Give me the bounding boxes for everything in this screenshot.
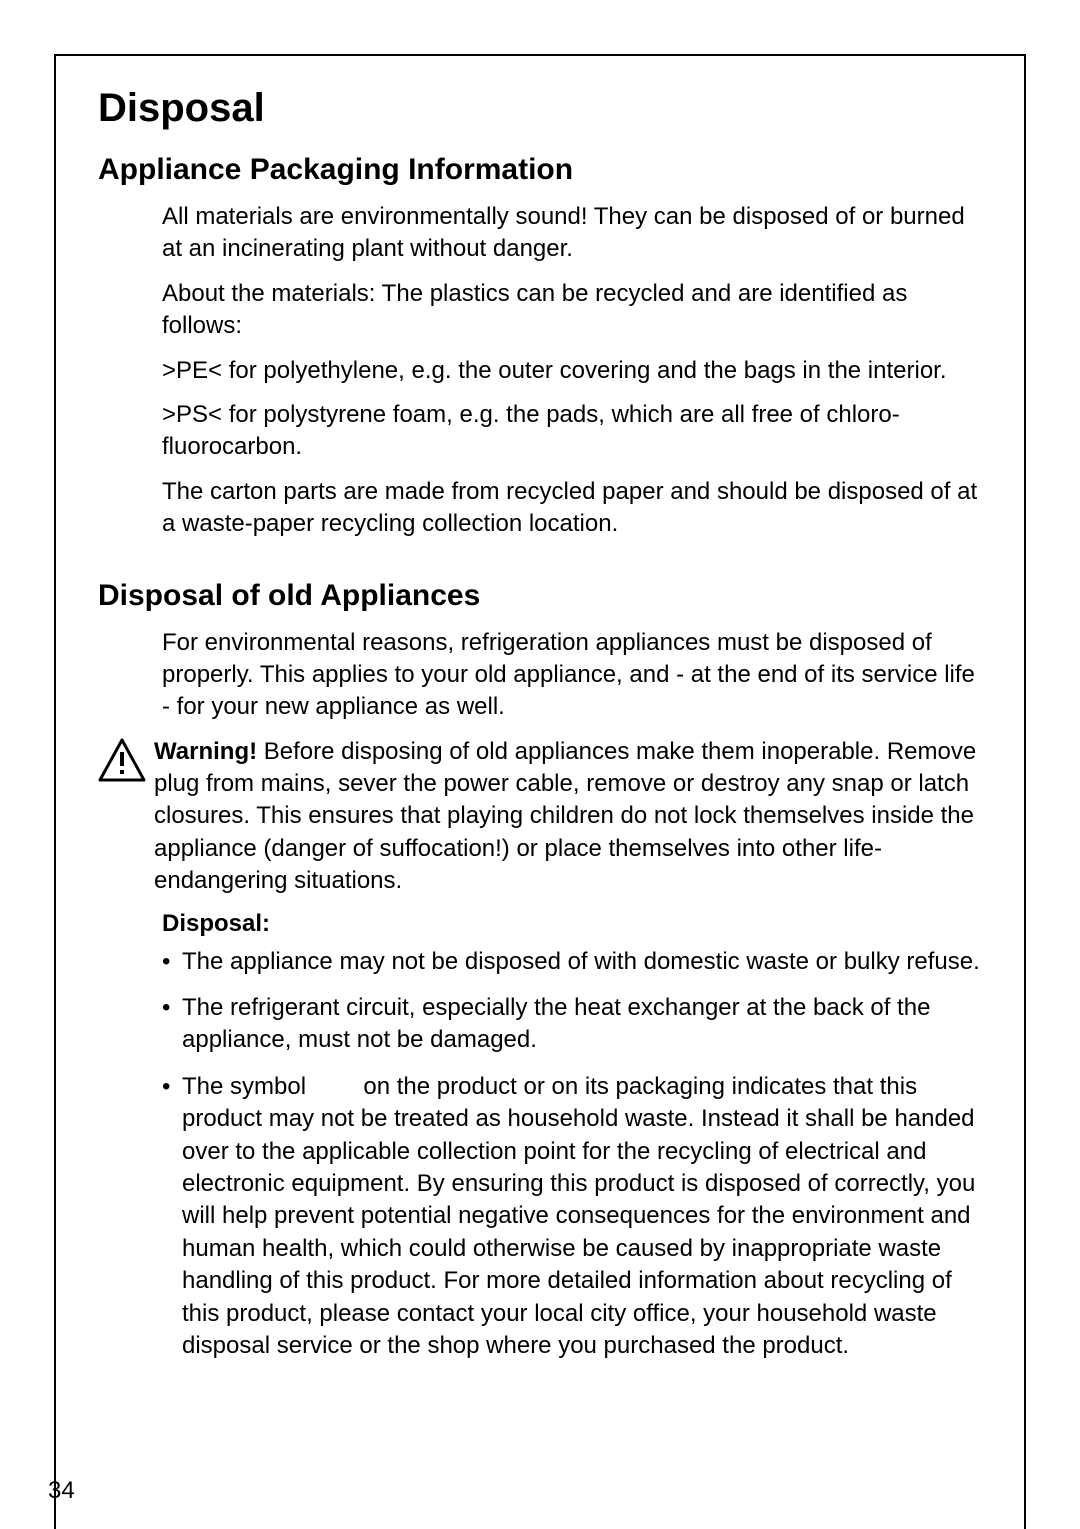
disposal-subhead: Disposal: <box>162 910 980 938</box>
list-item: The appliance may not be disposed of wit… <box>162 946 980 978</box>
warning-block: Warning! Before disposing of old applian… <box>100 736 980 904</box>
list-item: The refrigerant circuit, especially the … <box>162 992 980 1057</box>
section1-body: All materials are environmentally sound!… <box>162 201 980 541</box>
section2-p1: For environmental reasons, refrigeration… <box>162 627 980 724</box>
page-frame: Disposal Appliance Packaging Information… <box>54 54 1026 1529</box>
section1-heading: Appliance Packaging Information <box>98 153 980 187</box>
disposal-bullets: The appliance may not be disposed of wit… <box>162 946 980 1363</box>
section1-p5: The carton parts are made from recycled … <box>162 476 980 541</box>
section1-p3: >PE< for polyethylene, e.g. the outer co… <box>162 355 980 387</box>
list-item: The symbol on the product or on its pack… <box>162 1071 980 1363</box>
bullet3-post: on the product or on its packaging indic… <box>182 1073 975 1359</box>
section2-heading: Disposal of old Appliances <box>98 579 980 613</box>
bullet3-pre: The symbol <box>182 1073 313 1100</box>
page-number: 34 <box>48 1477 75 1505</box>
warning-body: Before disposing of old appliances make … <box>154 738 976 895</box>
warning-icon <box>98 738 154 787</box>
section1-p4: >PS< for polystyrene foam, e.g. the pads… <box>162 399 980 464</box>
warning-text: Warning! Before disposing of old applian… <box>154 736 980 904</box>
section1-p2: About the materials: The plastics can be… <box>162 278 980 343</box>
section1-p1: All materials are environmentally sound!… <box>162 201 980 266</box>
warning-label: Warning! <box>154 738 257 765</box>
page-title: Disposal <box>98 86 980 131</box>
section2-intro: For environmental reasons, refrigeration… <box>162 627 980 724</box>
